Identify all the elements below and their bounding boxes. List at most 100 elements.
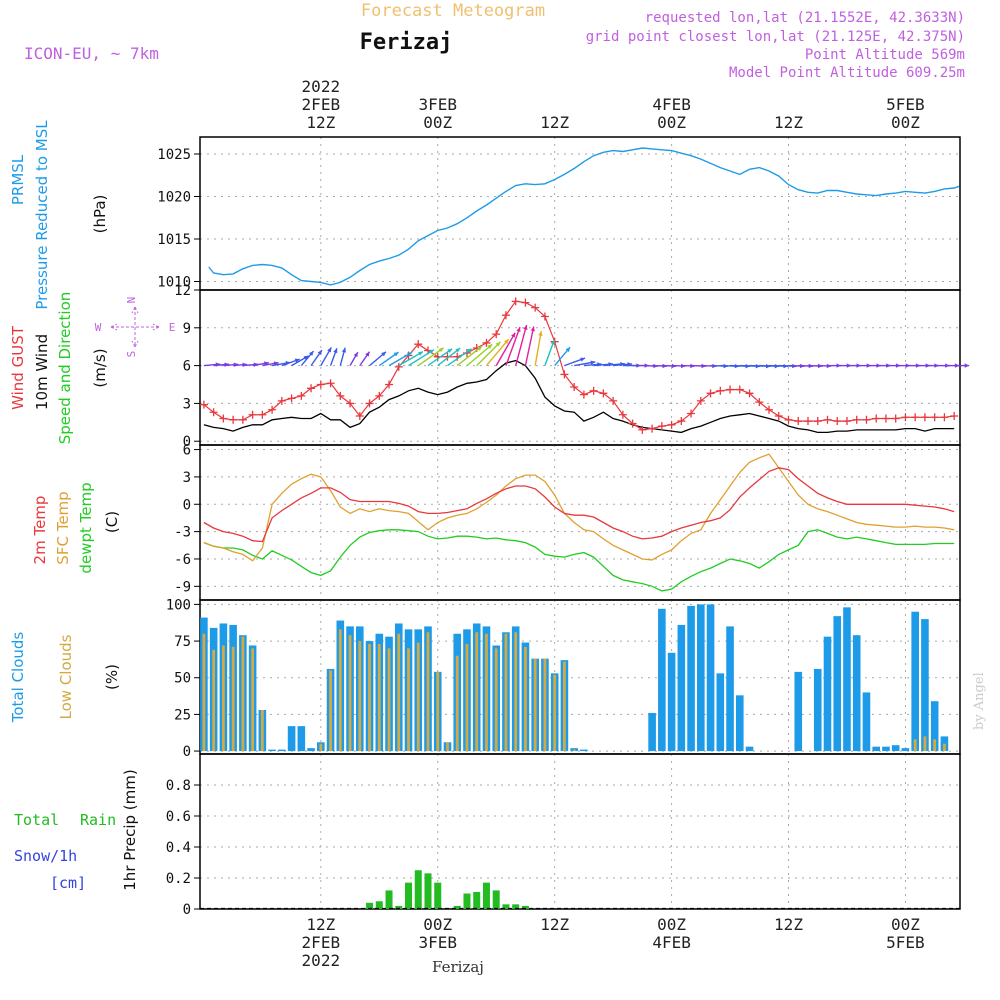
- wind-arrow-head: [418, 351, 424, 356]
- wind-arrow-head: [438, 347, 444, 353]
- rain-bar: [521, 905, 529, 909]
- gust-marker: [355, 412, 364, 421]
- total-clouds-bar: [297, 726, 306, 752]
- time-label: 2022: [302, 77, 341, 96]
- tick-label-y: 0.2: [166, 871, 191, 887]
- wind-arrow: [524, 326, 535, 366]
- wind-arrow: [310, 349, 323, 367]
- wind-arrow-shaft: [476, 341, 501, 367]
- tick-label-y: 0.4: [166, 840, 191, 856]
- wind-arrow-shaft: [456, 345, 483, 367]
- low-clouds-bar: [397, 633, 401, 752]
- gust-marker: [414, 340, 423, 349]
- gust-marker: [628, 419, 637, 428]
- wind-arrow-head: [530, 326, 535, 332]
- panel-precipitation: 0 0.2 0.4 0.6 0.8: [166, 753, 961, 918]
- wind-arrow: [427, 348, 453, 367]
- panel-frame: [199, 753, 961, 910]
- gust-marker: [726, 385, 735, 394]
- wind-arrow: [291, 355, 309, 367]
- tick-label-y: 1010: [157, 275, 191, 291]
- wind-arrow-head: [294, 358, 300, 363]
- gust-marker: [716, 386, 725, 395]
- wind-arrow-shaft: [466, 343, 493, 367]
- wind-arrow: [378, 351, 399, 367]
- low-clouds-bar: [524, 646, 527, 752]
- low-clouds-bar: [465, 644, 469, 752]
- gust-marker: [209, 408, 218, 417]
- gust-marker: [842, 417, 851, 426]
- time-label: 5FEB: [886, 933, 925, 952]
- low-clouds-bar: [251, 648, 255, 752]
- gust-marker: [950, 412, 959, 421]
- wind-arrow-head: [333, 348, 338, 354]
- time-label: 12Z: [540, 113, 569, 132]
- total-clouds-bar: [745, 746, 754, 752]
- low-clouds-bar: [923, 736, 927, 752]
- low-clouds-bar: [943, 743, 946, 752]
- grid-coords: grid point closest lon,lat (21.125E, 42.…: [586, 29, 965, 45]
- gust-marker: [609, 396, 618, 405]
- tick-label-y: -6: [174, 552, 191, 568]
- wind-arrow-head: [341, 347, 347, 353]
- wind-arrow: [349, 351, 359, 366]
- wind-arrow: [329, 347, 338, 366]
- unit-wind: (m/s): [91, 348, 109, 387]
- requested-coords: requested lon,lat (21.1552E, 42.3633N): [645, 10, 965, 26]
- gust-marker: [765, 405, 774, 414]
- unit-temp: (C): [103, 511, 121, 533]
- wind-arrow-head: [428, 349, 434, 354]
- total-clouds-bar: [658, 608, 666, 752]
- wind-arrow: [495, 332, 516, 366]
- wind-arrow-head: [365, 351, 370, 357]
- total-clouds-bar: [843, 607, 851, 752]
- gust-marker: [706, 389, 715, 398]
- gust-marker: [316, 380, 325, 389]
- wind-arrow-shaft: [534, 331, 542, 366]
- low-clouds-bar: [514, 632, 518, 752]
- time-label: 3FEB: [418, 95, 457, 114]
- gust-marker: [687, 409, 696, 418]
- gust-marker: [268, 405, 277, 414]
- label-total-clouds: Total Clouds: [9, 632, 27, 724]
- wind-arrow: [534, 331, 543, 366]
- wind-arrow-head: [317, 350, 322, 355]
- low-clouds-bar: [933, 739, 937, 752]
- footer-location: Ferizaj: [432, 958, 484, 976]
- panel-pressure: 1010 1015 1020 1025: [157, 136, 961, 291]
- wind-arrow-head: [516, 327, 521, 333]
- rain-bar: [502, 904, 510, 909]
- wind-arrow-shaft: [505, 326, 521, 366]
- tick-label-y: 0: [183, 902, 191, 918]
- total-clouds-bar: [891, 745, 900, 752]
- wind-arrow: [505, 326, 521, 366]
- total-clouds-bar: [287, 726, 296, 752]
- gust-marker: [258, 410, 267, 419]
- gust-marker: [326, 379, 335, 388]
- wind-arrow-head: [590, 360, 596, 365]
- low-clouds-bar: [358, 641, 362, 752]
- wind-arrow-head: [523, 325, 528, 330]
- gust-marker: [911, 413, 920, 422]
- wind-arrow: [515, 324, 528, 366]
- low-clouds-bar: [485, 633, 488, 752]
- header-title: Forecast Meteogram: [361, 1, 545, 21]
- tick-label-y: 75: [174, 634, 191, 650]
- wind-arrow: [359, 351, 371, 367]
- time-label: 00Z: [657, 915, 686, 934]
- total-clouds-bar: [852, 635, 861, 752]
- label-total: Total: [14, 811, 59, 829]
- temp-2m-line: [203, 467, 955, 543]
- wind-speed-line: [203, 359, 955, 434]
- wind-arrow-head: [455, 348, 461, 353]
- panel-clouds: 0 25 50 75 100: [166, 597, 961, 760]
- tick-label-y: 0.6: [166, 809, 191, 825]
- gust-marker: [774, 412, 783, 421]
- low-clouds-bar: [329, 670, 332, 752]
- rain-bar: [453, 905, 461, 909]
- label-dewpt-temp: dewpt Temp: [77, 482, 95, 573]
- low-clouds-bar: [494, 648, 498, 752]
- gust-marker: [891, 414, 900, 423]
- time-label: 12Z: [540, 915, 569, 934]
